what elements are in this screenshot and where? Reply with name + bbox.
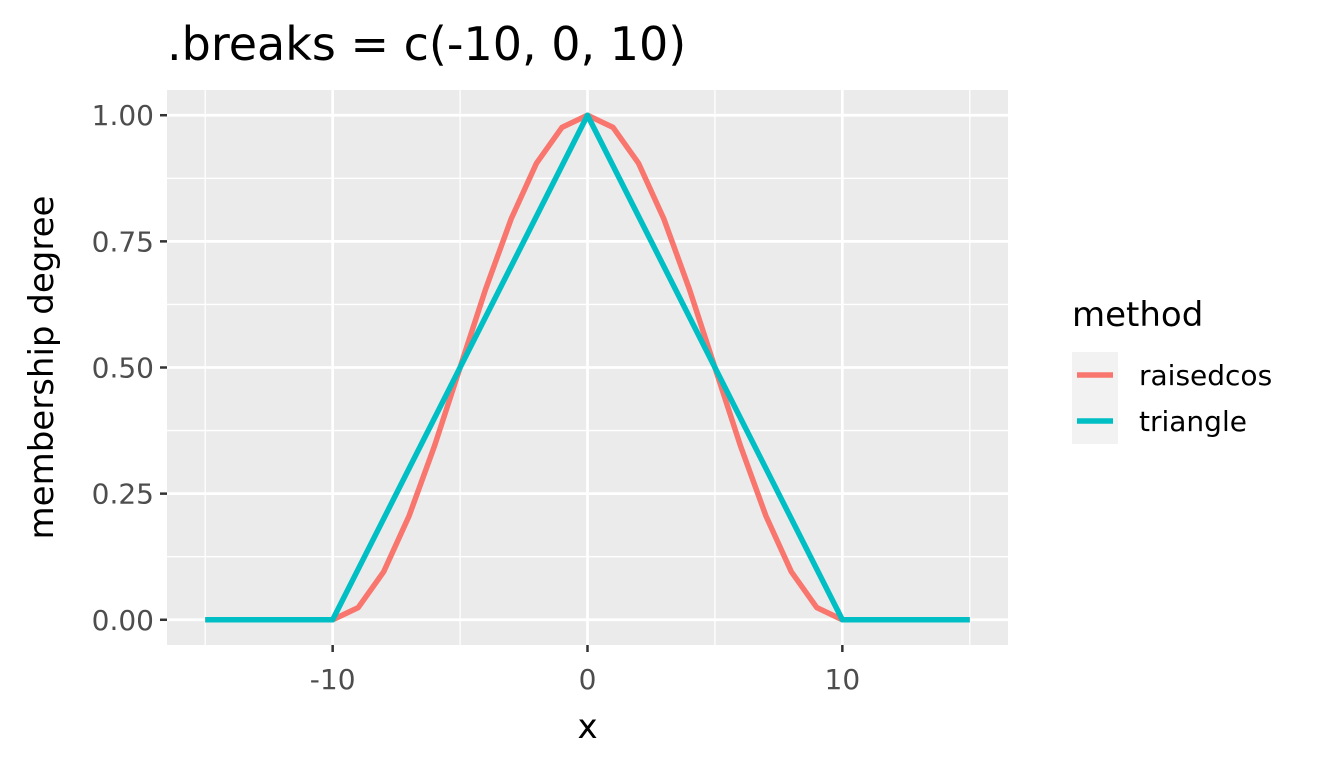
y-tick-label: 0.50 xyxy=(92,352,154,385)
x-tick-label: 10 xyxy=(825,663,861,696)
y-axis-title: membership degree xyxy=(22,196,62,540)
legend-items: raisedcos triangle xyxy=(1072,352,1272,444)
chart-title: .breaks = c(-10, 0, 10) xyxy=(167,17,686,71)
y-tick-label: 0.00 xyxy=(92,604,154,637)
legend-title: method xyxy=(1072,295,1203,335)
x-tick-label: -10 xyxy=(310,663,356,696)
legend-key-raisedcos xyxy=(1072,352,1118,398)
x-axis-title: x xyxy=(577,707,597,747)
y-axis: 0.00 0.25 0.50 0.75 1.00 xyxy=(92,99,167,637)
series-lines xyxy=(205,112,970,623)
y-tick-label: 0.25 xyxy=(92,478,154,511)
legend-label: raisedcos xyxy=(1139,359,1272,392)
y-tick-label: 1.00 xyxy=(92,99,154,132)
x-axis: -10 0 10 xyxy=(310,645,860,696)
x-tick-label: 0 xyxy=(579,663,597,696)
legend-key-triangle xyxy=(1072,398,1118,444)
series-line-triangle xyxy=(205,112,970,623)
y-tick-label: 0.75 xyxy=(92,225,154,258)
legend-label: triangle xyxy=(1139,405,1247,438)
legend: method raisedcos triangle xyxy=(1072,295,1272,444)
